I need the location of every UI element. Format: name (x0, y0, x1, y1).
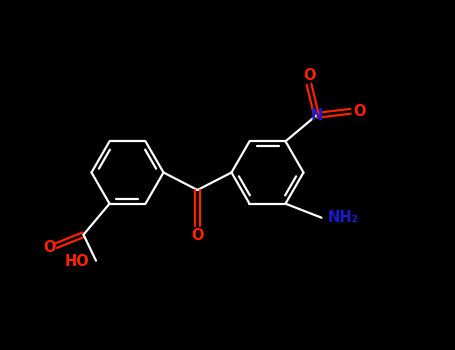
Text: HO: HO (65, 254, 89, 269)
Text: O: O (353, 104, 366, 119)
Text: N: N (310, 108, 323, 123)
Text: O: O (43, 240, 56, 255)
Text: O: O (303, 68, 315, 83)
Text: NH₂: NH₂ (328, 210, 359, 225)
Text: O: O (191, 228, 204, 243)
